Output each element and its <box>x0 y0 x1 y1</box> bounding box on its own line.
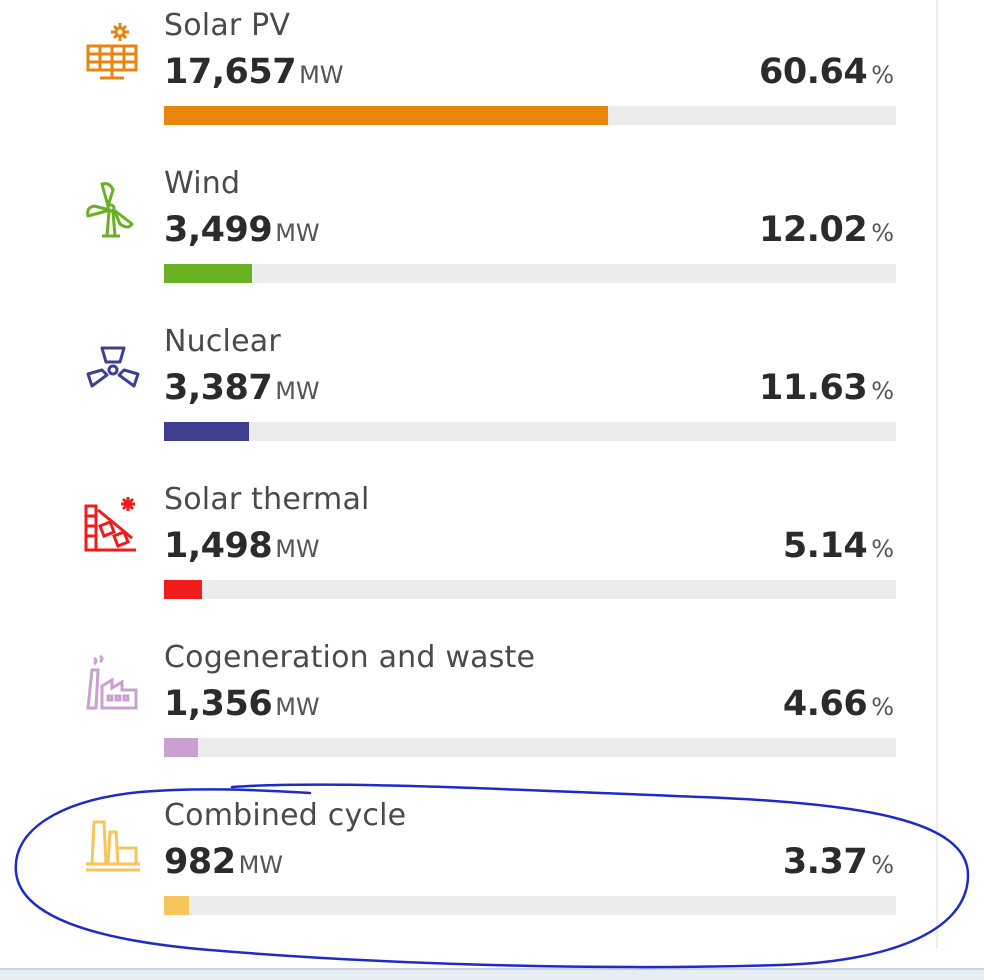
solar-thermal-icon <box>80 492 146 558</box>
progress-fill <box>164 422 250 441</box>
power-unit: MW <box>299 61 344 89</box>
combined-cycle-plant-icon <box>80 808 146 874</box>
progress-fill <box>164 896 189 915</box>
divider <box>0 968 984 970</box>
share-unit: % <box>871 219 894 247</box>
share-value: 4.66% <box>783 684 894 724</box>
list-item-combined-cycle: Combined cycle 982 MW 3.37% <box>0 790 936 948</box>
power-unit: MW <box>275 377 320 405</box>
source-label: Combined cycle <box>164 798 407 833</box>
share-unit: % <box>871 693 894 721</box>
bottom-strip <box>0 970 984 980</box>
share-number: 3.37 <box>782 842 868 882</box>
power-value: 3,499 MW <box>164 210 320 250</box>
progress-fill <box>164 264 252 283</box>
share-value: 3.37% <box>783 842 894 882</box>
solar-panel-icon <box>80 18 146 84</box>
power-number: 1,498 <box>164 526 273 566</box>
share-value: 11.63% <box>759 368 894 408</box>
share-unit: % <box>871 377 894 405</box>
source-label: Nuclear <box>164 324 281 359</box>
share-number: 5.14 <box>782 526 868 566</box>
power-unit: MW <box>275 219 320 247</box>
list-item-wind: Wind 3,499 MW 12.02% <box>0 158 936 316</box>
factory-icon <box>80 650 146 716</box>
share-value: 12.02% <box>759 210 894 250</box>
share-number: 4.66 <box>782 684 868 724</box>
progress-track <box>164 580 896 599</box>
source-label: Solar thermal <box>164 482 370 517</box>
share-number: 12.02 <box>758 210 868 250</box>
power-number: 17,657 <box>164 52 297 92</box>
share-number: 11.63 <box>758 368 868 408</box>
list-item-nuclear: Nuclear 3,387 MW 11.63% <box>0 316 936 474</box>
nuclear-icon <box>80 334 146 400</box>
power-unit: MW <box>275 535 320 563</box>
progress-track <box>164 264 896 283</box>
list-item-solar-pv: Solar PV 17,657 MW 60.64% <box>0 0 936 158</box>
power-value: 3,387 MW <box>164 368 320 408</box>
progress-track <box>164 106 896 125</box>
share-value: 60.64% <box>759 52 894 92</box>
list-item-solar-thermal: Solar thermal 1,498 MW 5.14% <box>0 474 936 632</box>
card-border <box>936 0 938 948</box>
share-value: 5.14% <box>783 526 894 566</box>
progress-track <box>164 422 896 441</box>
wind-turbine-icon <box>80 176 146 242</box>
power-unit: MW <box>275 693 320 721</box>
share-unit: % <box>871 535 894 563</box>
power-number: 1,356 <box>164 684 273 724</box>
progress-fill <box>164 580 202 599</box>
power-number: 3,387 <box>164 368 273 408</box>
list-item-cogeneration: Cogeneration and waste 1,356 MW 4.66% <box>0 632 936 790</box>
power-number: 982 <box>164 842 236 882</box>
power-number: 3,499 <box>164 210 273 250</box>
source-label: Cogeneration and waste <box>164 640 536 675</box>
power-value: 17,657 MW <box>164 52 344 92</box>
share-number: 60.64 <box>758 52 868 92</box>
progress-track <box>164 896 896 915</box>
power-unit: MW <box>238 851 283 879</box>
power-value: 1,498 MW <box>164 526 320 566</box>
source-label: Wind <box>164 166 241 201</box>
power-value: 1,356 MW <box>164 684 320 724</box>
progress-fill <box>164 738 199 757</box>
share-unit: % <box>871 851 894 879</box>
power-value: 982 MW <box>164 842 283 882</box>
share-unit: % <box>871 61 894 89</box>
progress-fill <box>164 106 608 125</box>
progress-track <box>164 738 896 757</box>
source-label: Solar PV <box>164 8 291 43</box>
